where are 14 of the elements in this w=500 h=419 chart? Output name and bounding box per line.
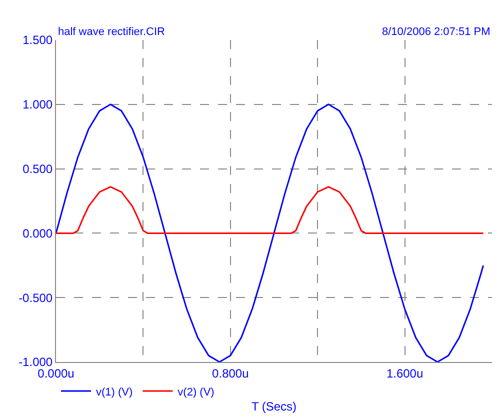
- text: 8/10/2006 2:07:51 PM: [382, 26, 490, 38]
- x-tick-label: 1.600u: [386, 366, 424, 380]
- line-series: [56, 104, 484, 362]
- x-axis-title: T (Secs): [251, 399, 297, 414]
- legend-label: v(2) (V): [178, 386, 214, 398]
- y-tick-label: -0.500: [18, 290, 53, 305]
- line-series: [56, 186, 484, 234]
- y-tick-label: 1.500: [22, 33, 53, 48]
- x-tick-label: 0.800u: [212, 366, 249, 380]
- y-tick-label: 0.500: [22, 162, 53, 176]
- y-tick-label: 1.000: [22, 98, 53, 112]
- text: half wave rectifier.CIR: [58, 26, 166, 38]
- legend-label: v(1) (V): [96, 386, 133, 398]
- y-tick-label: 0.000: [22, 226, 53, 240]
